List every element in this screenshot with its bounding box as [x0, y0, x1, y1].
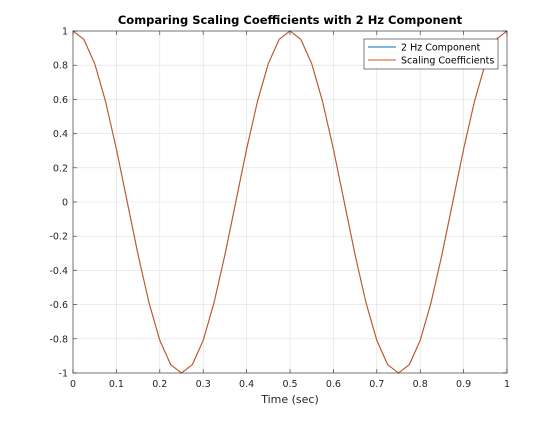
x-tick-label: 0.6	[326, 379, 341, 390]
x-tick-label: 1	[504, 379, 510, 390]
y-tick-label: -0.6	[49, 300, 68, 311]
y-tick-label: 0	[62, 198, 68, 209]
y-tick-label: 0.4	[53, 129, 68, 140]
y-tick-label: -0.8	[49, 334, 68, 345]
legend-label-2hz: 2 Hz Component	[401, 43, 481, 54]
ticks: 0 0.1 0.2 0.3 0.4 0.5 0.6 0.7 0.8 0.9 1 -1 -0.8 -0.6 -…	[49, 27, 510, 391]
x-tick-label: 0.5	[282, 379, 297, 390]
y-tick-label: 1	[62, 27, 68, 38]
chart-title: Comparing Scaling Coefficients with 2 Hz…	[118, 13, 463, 27]
x-tick-label: 0.7	[369, 379, 384, 390]
y-tick-label: -1	[59, 369, 68, 380]
x-tick-label: 0.9	[456, 379, 471, 390]
y-tick-label: 0.6	[53, 95, 68, 106]
x-axis-label: Time (sec)	[260, 393, 319, 406]
legend-box	[363, 38, 499, 70]
x-tick-label: 0.8	[413, 379, 428, 390]
y-tick-label: -0.4	[49, 266, 68, 277]
legend-label-scaling: Scaling Coefficients	[401, 56, 494, 67]
x-tick-label: 0.1	[109, 379, 124, 390]
x-tick-label: 0.2	[152, 379, 167, 390]
legend: 2 Hz Component Scaling Coefficients	[363, 38, 499, 70]
x-tick-label: 0.4	[239, 379, 254, 390]
x-tick-label: 0	[70, 379, 76, 390]
y-tick-label: 0.8	[53, 61, 68, 72]
x-tick-label: 0.3	[196, 379, 211, 390]
y-tick-label: -0.2	[49, 232, 68, 243]
y-tick-label: 0.2	[53, 163, 68, 174]
